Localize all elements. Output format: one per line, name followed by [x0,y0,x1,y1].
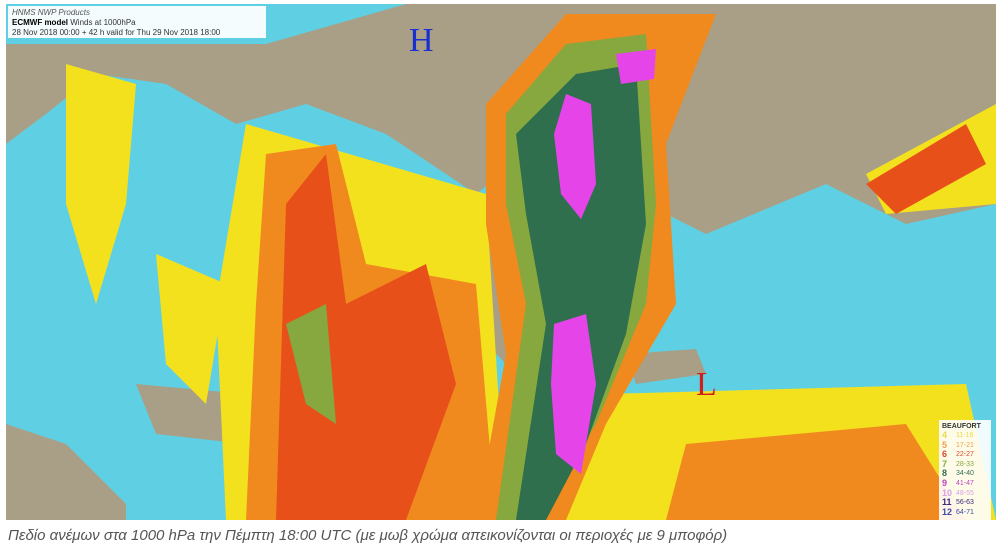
legend-range: 56-63 [956,499,974,507]
wind-bft9-areas [551,49,656,474]
legend-item: 9 41-47 [942,477,988,489]
legend-range: 17-21 [956,441,974,449]
legend-beaufort: 11 [942,497,952,508]
legend-range: 64-71 [956,508,974,516]
legend-item: 12 64-71 [942,506,988,518]
validity-line: 28 Nov 2018 00:00 + 42 h valid for Thu 2… [12,28,221,37]
beaufort-legend: BEAUFORT 4 11-16 5 17-21 6 22-27 7 28-33 8 34-40 9… [939,420,991,520]
map-subtitle: Winds at 1000hPa [70,18,136,27]
legend-range: 48-55 [956,489,974,497]
legend-range: 41-47 [956,479,974,487]
legend-item: 8 34-40 [942,469,988,479]
legend-item: 7 28-33 [942,458,988,470]
legend-beaufort: 7 [942,458,948,469]
legend-item: 6 22-27 [942,450,988,460]
legend-item: 10 48-55 [942,487,988,499]
high-pressure-label: H [409,22,434,59]
legend-beaufort: 8 [942,468,948,479]
figure-caption: Πεδίο ανέμων στα 1000 hPa την Πέμπτη 18:… [8,527,728,544]
legend-beaufort: 12 [942,506,953,517]
legend-item: 5 17-21 [942,439,988,451]
legend-beaufort: 6 [942,449,948,460]
wind-field [6,4,996,520]
legend-beaufort: 4 [942,430,948,440]
wind-map: H L [6,4,996,520]
legend-beaufort: 10 [942,487,953,498]
legend-title: BEAUFORT [942,423,981,430]
legend-item: 4 11-16 [942,430,988,441]
legend-beaufort: 9 [942,477,948,488]
legend-range: 22-27 [956,451,974,459]
legend-range: 34-40 [956,470,974,478]
wind-bft7-8-areas [286,34,656,520]
legend-range: 28-33 [956,460,974,468]
product-line: HNMS NWP Products [12,8,90,17]
legend-range: 11-16 [956,432,974,439]
model-name: ECMWF model [12,18,68,27]
map-header: HNMS NWP Products ECMWF model Winds at 1… [8,6,266,38]
low-pressure-label: L [696,366,717,403]
legend-beaufort: 5 [942,439,948,450]
legend-item: 11 56-63 [942,498,988,508]
